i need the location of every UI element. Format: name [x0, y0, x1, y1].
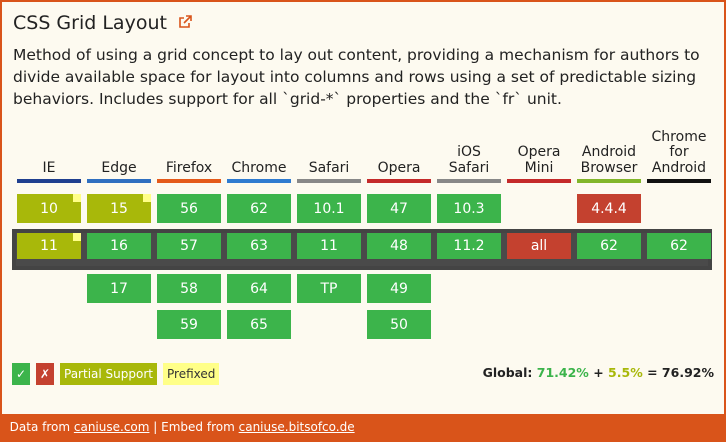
version-cell: 10.3: [437, 194, 501, 223]
separator: |: [153, 420, 158, 434]
browser-name-line: Android: [581, 144, 637, 160]
title-text: CSS Grid Layout: [13, 12, 167, 34]
link[interactable]: caniuse.com: [73, 420, 150, 434]
prefixed-flag: [73, 194, 81, 202]
browser-underline: [17, 179, 81, 183]
browser-name: iOS Safari: [437, 120, 501, 176]
version-cell: 10: [17, 194, 81, 223]
version-cell: 62: [227, 194, 291, 223]
version-cell: 57: [157, 233, 221, 259]
browser-name-line: Browser: [580, 159, 638, 176]
version-cell: 49: [367, 274, 431, 303]
title: CSS Grid Layout: [13, 12, 193, 34]
browser-name-line: Opera: [517, 144, 561, 160]
version-cell: 63: [227, 233, 291, 259]
browser-underline: [577, 179, 641, 183]
global-total: 76.92%: [661, 365, 714, 380]
browser-name: Safari: [297, 120, 361, 176]
browser-name-line: iOS: [457, 144, 481, 160]
version-cell: 17: [87, 274, 151, 303]
browser-name: Android Browser: [577, 120, 641, 176]
browser-name: Opera Mini: [507, 120, 571, 176]
browser-name-line: Firefox: [165, 159, 213, 176]
browser-name: Edge: [87, 120, 151, 176]
browser-underline: [87, 179, 151, 183]
browser-underline: [437, 179, 501, 183]
version-cell: 62: [577, 233, 641, 259]
browser-name: IE: [17, 120, 81, 176]
legend-item: Partial Support: [60, 363, 157, 385]
version-cell: 50: [367, 310, 431, 339]
prefixed-flag: [143, 194, 151, 202]
browser-name-line: Android: [651, 159, 707, 176]
version-cell: TP: [297, 274, 361, 303]
link[interactable]: caniuse.bitsofco.de: [238, 420, 355, 434]
global-supported: 71.42%: [536, 365, 589, 380]
legend-item: Prefixed: [163, 363, 220, 385]
version-cell: 10.1: [297, 194, 361, 223]
browser-name: Chrome: [227, 120, 291, 176]
version-cell: 65: [227, 310, 291, 339]
browser-underline: [297, 179, 361, 183]
global-usage: Global: 71.42% + 5.5% = 76.92%: [483, 365, 714, 380]
browser-name: Opera: [367, 120, 431, 176]
global-partial: 5.5%: [608, 365, 643, 380]
prefixed-flag: [73, 233, 81, 241]
global-label: Global:: [482, 365, 533, 380]
browser-name-line: Edge: [101, 159, 137, 176]
footer-text: Embed from: [161, 420, 235, 434]
legend-item: ✗: [36, 363, 55, 385]
browser-name-line: IE: [42, 159, 56, 176]
version-cell: 11: [17, 233, 81, 259]
browser-name-line: Chrome: [231, 159, 287, 176]
browser-underline: [367, 179, 431, 183]
external-link-icon[interactable]: [177, 14, 193, 30]
browser-name-line: for: [669, 144, 689, 160]
version-cell: 64: [227, 274, 291, 303]
browser-underline: [227, 179, 291, 183]
version-cell: 11: [297, 233, 361, 259]
equals: =: [647, 365, 658, 380]
version-cell: 15: [87, 194, 151, 223]
footer: Data from caniuse.com | Embed from caniu…: [2, 414, 724, 440]
browser-name: Firefox: [157, 120, 221, 176]
version-cell: 47: [367, 194, 431, 223]
browser-name-line: Safari: [308, 159, 350, 176]
browser-name-line: Mini: [524, 159, 554, 176]
footer-text: Data from: [9, 420, 71, 434]
browser-underline: [647, 179, 711, 183]
version-cell: 59: [157, 310, 221, 339]
plus: +: [593, 365, 604, 380]
description: Method of using a grid concept to lay ou…: [13, 46, 700, 108]
version-cell: 11.2: [437, 233, 501, 259]
browser-name: Chrome for Android: [647, 120, 711, 176]
version-cell: 4.4.4: [577, 194, 641, 223]
browser-underline: [157, 179, 221, 183]
browser-name-line: Safari: [448, 159, 490, 176]
version-cell: 56: [157, 194, 221, 223]
version-cell: 16: [87, 233, 151, 259]
version-cell: 58: [157, 274, 221, 303]
version-cell: all: [507, 233, 571, 259]
browser-name-line: Opera: [377, 159, 421, 176]
browser-name-line: Chrome: [651, 128, 707, 145]
version-cell: 48: [367, 233, 431, 259]
legend-item: ✓: [12, 363, 31, 385]
version-cell: 62: [647, 233, 711, 259]
browser-underline: [507, 179, 571, 183]
